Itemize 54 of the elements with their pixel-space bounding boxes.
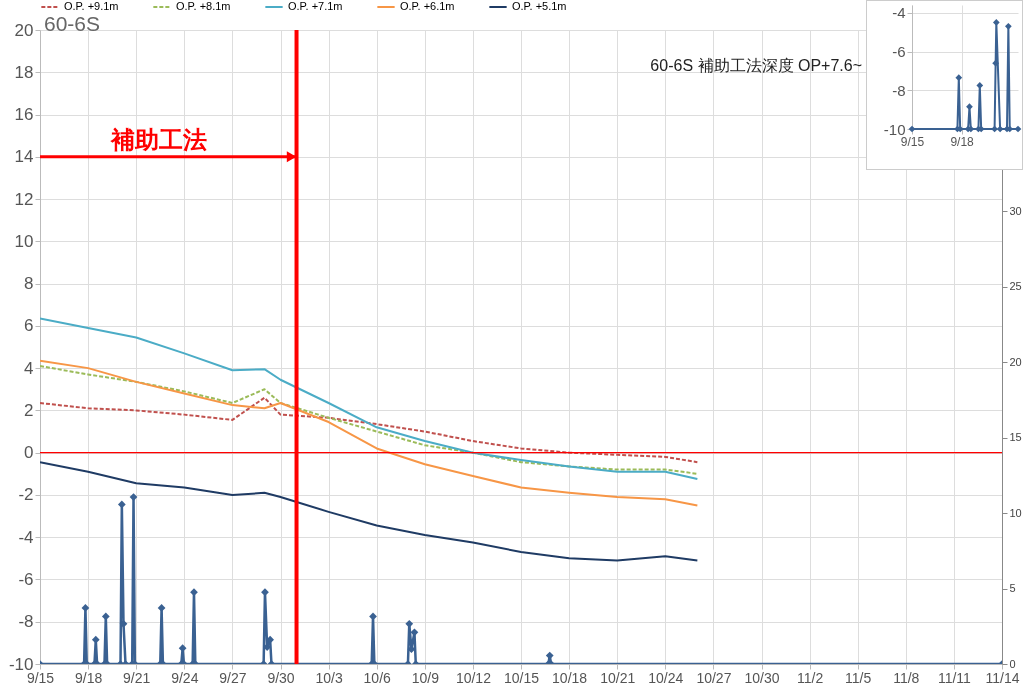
x-tick-label: 9/18 xyxy=(74,669,103,686)
y-tick-label: -6 xyxy=(18,569,34,589)
y2-tick-label: 30 xyxy=(1009,204,1022,217)
ref-line-label: 補助工法 xyxy=(109,125,207,153)
y-tick-label: 4 xyxy=(24,358,34,378)
x-tick-label: 10/12 xyxy=(455,669,492,686)
legend-label: O.P. +9.1m xyxy=(64,0,119,12)
y-tick-label: 6 xyxy=(24,316,34,336)
y-tick-label: -4 xyxy=(18,527,34,547)
x-tick-label: 10/18 xyxy=(552,669,588,686)
legend-label: O.P. +5.1m xyxy=(512,0,567,12)
y-tick-label: 14 xyxy=(14,147,34,167)
x-tick-label: 10/27 xyxy=(696,669,732,686)
y2-tick-label: 5 xyxy=(1009,582,1016,595)
y2-tick-label: 25 xyxy=(1009,280,1022,293)
x-tick-label: 10/6 xyxy=(363,669,392,686)
legend-label: O.P. +7.1m xyxy=(288,0,343,12)
y2-tick-label: 10 xyxy=(1009,506,1022,519)
x-tick-label: 9/24 xyxy=(171,669,199,686)
y-tick-label: -2 xyxy=(18,485,34,505)
y-tick-label: 12 xyxy=(14,189,34,209)
x-tick-label: 9/30 xyxy=(267,669,295,686)
x-tick-label: 10/30 xyxy=(744,669,780,686)
x-tick-label: 9/21 xyxy=(123,669,151,686)
x-tick-label: 10/15 xyxy=(503,669,540,686)
y-tick-label: 18 xyxy=(14,62,34,82)
x-tick-label: 10/24 xyxy=(648,669,684,686)
y-tick-label: -8 xyxy=(18,612,34,632)
y-tick-label: 2 xyxy=(24,400,34,420)
x-tick-label: 11/11 xyxy=(937,669,972,686)
x-tick-label: 11/8 xyxy=(893,669,920,686)
y-tick-label: 16 xyxy=(14,105,34,125)
legend-label: O.P. +6.1m xyxy=(400,0,455,12)
x-tick-label: 10/21 xyxy=(600,669,636,686)
y2-tick-label: 20 xyxy=(1009,355,1022,368)
y2-tick-label: 0 xyxy=(1009,657,1016,670)
text: 60-6S 補助工法深度 OP+7.6~ xyxy=(650,57,862,74)
x-tick-label: 11/14 xyxy=(985,669,1020,686)
x-tick-label: 10/3 xyxy=(315,669,343,686)
y-tick-label: -8 xyxy=(892,81,906,99)
x-tick-label: 10/9 xyxy=(411,669,440,686)
y2-tick-label: 15 xyxy=(1009,431,1022,444)
y-tick-label: -4 xyxy=(892,4,906,22)
y-tick-label: 10 xyxy=(14,231,34,251)
x-tick-label: 9/27 xyxy=(219,669,247,686)
x-tick-label: 11/2 xyxy=(796,669,824,686)
x-tick-label: 11/5 xyxy=(845,669,872,686)
y-tick-label: 20 xyxy=(14,20,34,40)
y-tick-label: 8 xyxy=(24,274,34,294)
chart-title: 60-6S xyxy=(44,12,101,35)
y-tick-label: -6 xyxy=(892,43,906,60)
legend-label: O.P. +8.1m xyxy=(176,0,231,12)
x-tick-label: 9/18 xyxy=(950,134,975,149)
y-tick-label: 0 xyxy=(24,443,34,463)
